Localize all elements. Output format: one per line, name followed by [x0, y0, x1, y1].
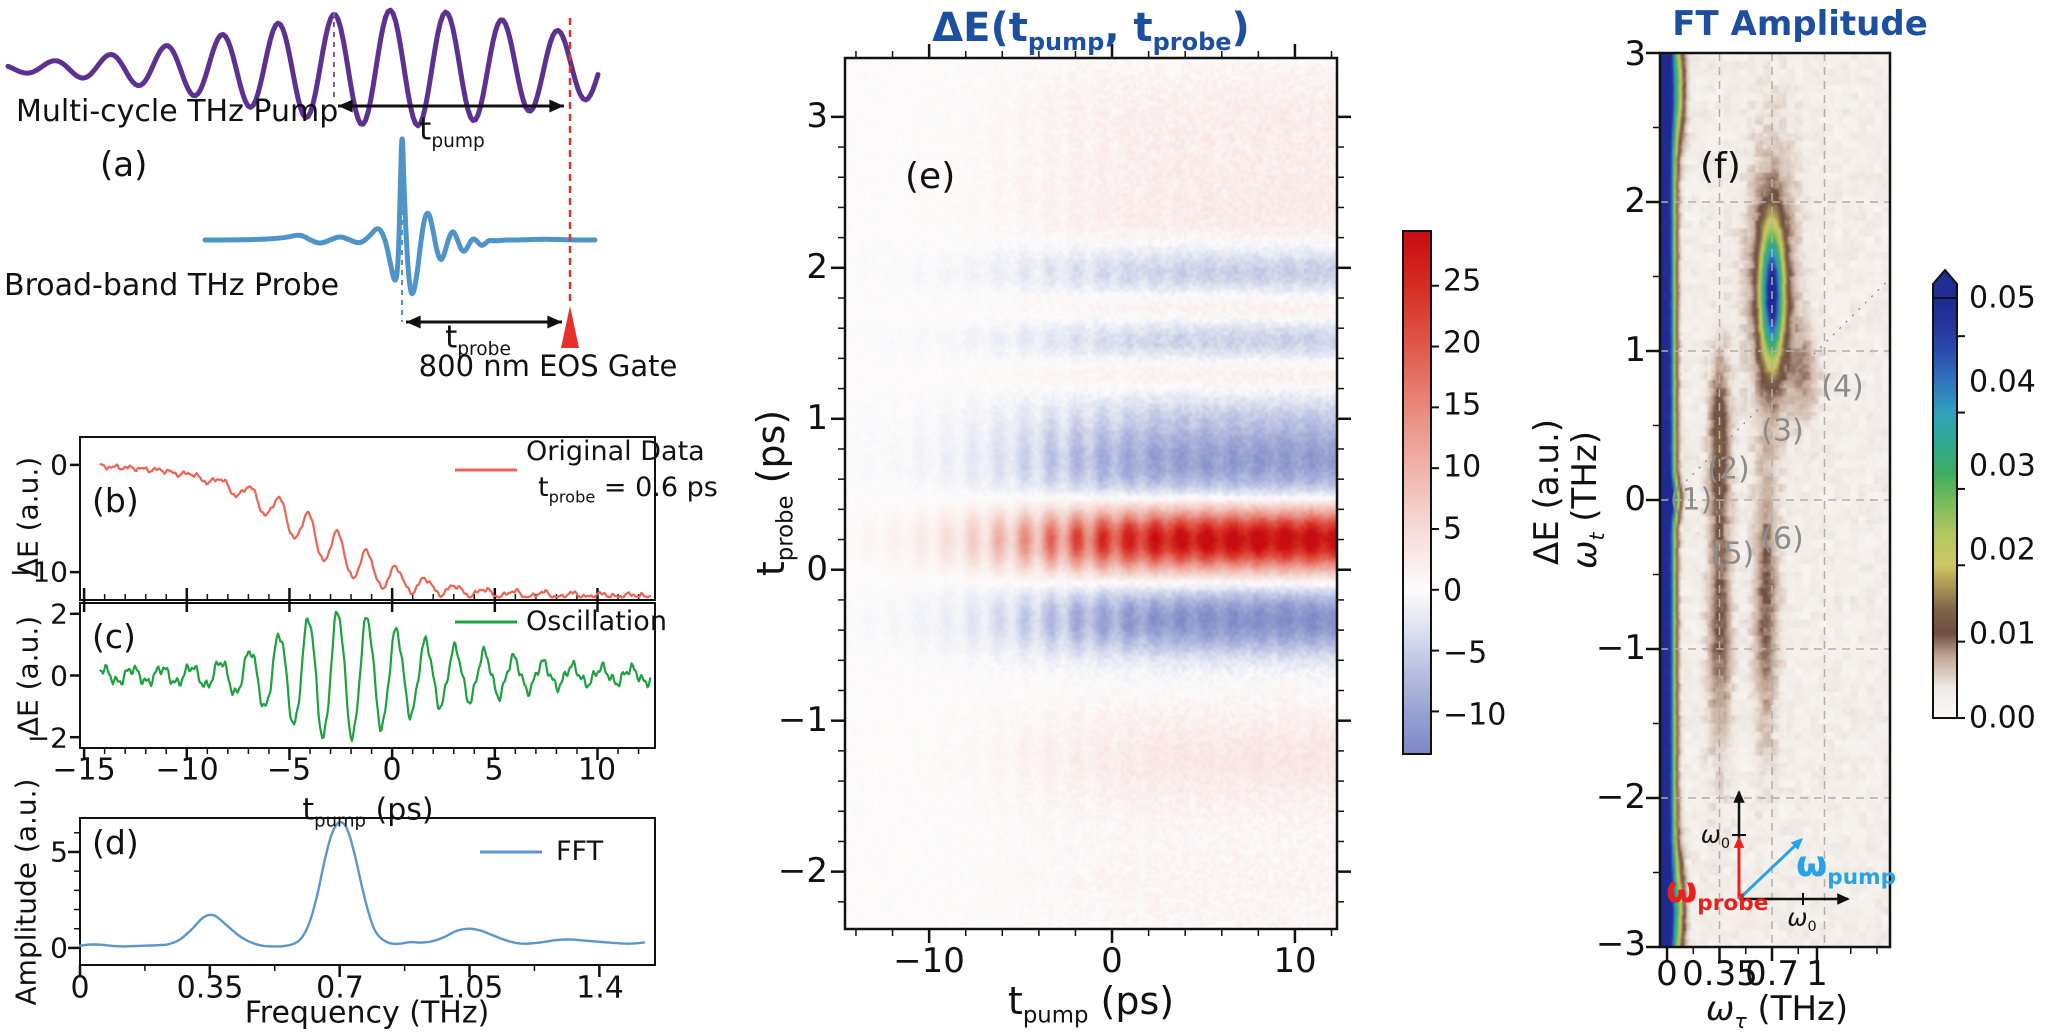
- e-xtick-0: 0: [1101, 941, 1123, 982]
- f-title: FT Amplitude: [1672, 4, 1928, 45]
- f-inset-omega-probe-label: ωprobe: [1666, 870, 1769, 917]
- arrowhead: [406, 315, 421, 329]
- arrowhead: [547, 315, 562, 329]
- f-xtick-0: 0: [1656, 954, 1678, 995]
- e-title: ΔE(tpump, tprobe): [932, 5, 1250, 56]
- panel-letter-f: (f): [1700, 146, 1741, 187]
- panel-letter-b: (b): [92, 481, 139, 520]
- f-cbar-tick-000: 0.00: [1969, 700, 2036, 736]
- b-legend-sublabel: tprobe = 0.6 ps: [538, 472, 718, 507]
- c-xtick-3: 0: [382, 752, 402, 788]
- b-ytick-neg10: −10: [8, 555, 68, 589]
- arrowhead: [338, 99, 353, 113]
- f-annotation-5: (5): [1711, 535, 1755, 571]
- c-xtick-5: 10: [577, 752, 617, 788]
- c-ytick-0: 0: [50, 659, 68, 693]
- probe-wave-label: Broad-band THz Probe: [4, 268, 340, 303]
- f-ytick-1: 1: [1624, 330, 1646, 371]
- panel-letter-d: (d): [92, 823, 139, 862]
- f-inset-omega0-vertical-label: ω0: [1700, 820, 1730, 853]
- d-y-axis-label: Amplitude (a.u.): [9, 778, 43, 1006]
- f-x-axis-label: ωτ (THz): [1705, 989, 1849, 1032]
- d-x-axis-label: Frequency (THz): [244, 995, 490, 1031]
- d-xtick-2: 0.7: [316, 970, 364, 1006]
- e-ytick-1: 1: [806, 398, 828, 439]
- c-ytick-neg2: −2: [26, 721, 68, 755]
- f-annotation-4: (4): [1821, 369, 1864, 404]
- f-ytick-2: 2: [1624, 181, 1646, 222]
- f-annotation-3: (3): [1761, 413, 1804, 449]
- e-cbar-tick-neg10: −10: [1443, 697, 1507, 733]
- tprobe-arrow-label: tprobe: [445, 319, 511, 360]
- b-legend-label: Original Data: [526, 436, 705, 467]
- e-ytick-2: 2: [806, 247, 828, 288]
- c-legend-label: Oscillation: [526, 606, 667, 637]
- heatmap-canvas: [1933, 298, 1957, 718]
- e-cbar-tick-20: 20: [1443, 325, 1482, 361]
- heatmap-canvas: [1403, 231, 1431, 754]
- d-ytick-0: 0: [50, 931, 68, 965]
- f-colorbar-over-arrow: [1932, 268, 1958, 299]
- arrowhead: [549, 99, 564, 113]
- e-cbar-tick-15: 15: [1443, 387, 1482, 423]
- c-xtick-0: −15: [52, 752, 116, 788]
- e-xtick-neg10: −10: [893, 941, 965, 982]
- d-xtick-1: 0.35: [176, 970, 244, 1006]
- f-cbar-tick-002: 0.02: [1969, 532, 2036, 568]
- d-xtick-3: 1.05: [436, 970, 504, 1006]
- f-annotation-6: (6): [1761, 520, 1804, 556]
- f-cbar-tick-004: 0.04: [1969, 364, 2036, 400]
- eos-gate-marker: [561, 306, 579, 348]
- e-y-axis-label: tprobe (ps): [749, 409, 799, 577]
- f-y-axis-label: ωt (THz): [1565, 430, 1609, 570]
- f-ytick-neg3: −3: [1595, 924, 1646, 965]
- e-cbar-tick-neg5: −5: [1443, 635, 1488, 671]
- c-ytick-2: 2: [50, 597, 68, 631]
- e-ytick-3: 3: [806, 96, 828, 137]
- d-ytick-5: 5: [50, 835, 68, 869]
- e-cbar-tick-25: 25: [1443, 263, 1482, 299]
- f-cbar-tick-005: 0.05: [1969, 280, 2036, 316]
- e-xtick-10: 10: [1273, 941, 1317, 982]
- e-ytick-0: 0: [806, 549, 828, 590]
- f-cbar-tick-001: 0.01: [1969, 616, 2036, 652]
- f-ytick-neg1: −1: [1595, 628, 1646, 669]
- e-cbar-tick-5: 5: [1443, 511, 1463, 547]
- d-legend-label: FFT: [556, 836, 604, 867]
- panel-letter-e: (e): [905, 156, 956, 197]
- panel-letter-a: (a): [100, 145, 148, 185]
- e-cbar-tick-0: 0: [1443, 573, 1463, 609]
- e-ytick-neg2: −2: [777, 851, 828, 892]
- f-ytick-3: 3: [1624, 34, 1646, 75]
- d-xtick-0: 0: [70, 970, 90, 1006]
- pump-wave-label: Multi-cycle THz Pump: [16, 94, 339, 129]
- f-cbar-tick-003: 0.03: [1969, 448, 2036, 484]
- tpump-arrow-label: tpump: [419, 111, 485, 152]
- c-xtick-2: −5: [266, 752, 312, 788]
- e-ytick-neg1: −1: [777, 700, 828, 741]
- e-x-axis-label: tpump (ps): [1007, 979, 1175, 1029]
- b-ytick-0: 0: [50, 448, 68, 482]
- c-xtick-4: 5: [484, 752, 504, 788]
- e-cbar-tick-10: 10: [1443, 449, 1482, 485]
- e-cbar-label: ΔE (a.u.): [1527, 418, 1568, 566]
- f-inset-omega0-horizontal-label: ω0: [1787, 903, 1817, 936]
- panel-letter-c: (c): [92, 617, 136, 656]
- f-ytick-0: 0: [1624, 479, 1646, 520]
- f-annotation-1: (1): [1669, 482, 1713, 518]
- c-y-axis-label: ΔE (a.u.): [11, 615, 45, 737]
- f-annotation-2: (2): [1707, 450, 1750, 486]
- d-xtick-4: 1.4: [576, 970, 624, 1006]
- c-xtick-1: −10: [155, 752, 219, 788]
- f-xtick-035: 0.35: [1682, 954, 1758, 995]
- c-x-axis-label: tpump (ps): [302, 792, 434, 832]
- f-xtick-1: 1: [1806, 954, 1828, 995]
- f-xtick-07: 0.7: [1744, 954, 1800, 995]
- eos-gate-label: 800 nm EOS Gate: [418, 348, 678, 383]
- f-ytick-neg2: −2: [1595, 777, 1646, 818]
- f-inset-omega-pump-label: ωpump: [1796, 844, 1897, 891]
